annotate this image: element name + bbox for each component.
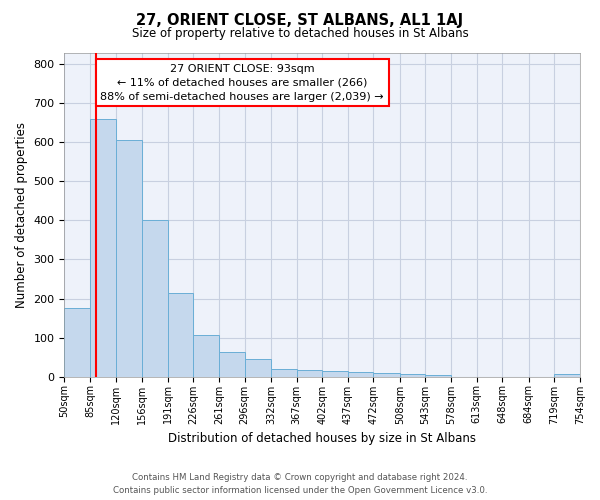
Bar <box>296 370 322 376</box>
Bar <box>90 119 116 376</box>
Y-axis label: Number of detached properties: Number of detached properties <box>15 122 28 308</box>
Bar <box>64 308 90 376</box>
Bar <box>193 335 219 376</box>
Text: Size of property relative to detached houses in St Albans: Size of property relative to detached ho… <box>131 28 469 40</box>
Bar <box>400 374 425 376</box>
Bar <box>116 140 142 376</box>
Bar <box>142 220 167 376</box>
Bar <box>425 374 451 376</box>
Bar <box>271 369 296 376</box>
Bar <box>219 352 245 376</box>
Bar <box>373 373 400 376</box>
X-axis label: Distribution of detached houses by size in St Albans: Distribution of detached houses by size … <box>168 432 476 445</box>
Bar <box>322 371 348 376</box>
Bar <box>245 359 271 376</box>
Text: 27, ORIENT CLOSE, ST ALBANS, AL1 1AJ: 27, ORIENT CLOSE, ST ALBANS, AL1 1AJ <box>136 12 464 28</box>
Text: Contains HM Land Registry data © Crown copyright and database right 2024.
Contai: Contains HM Land Registry data © Crown c… <box>113 474 487 495</box>
Bar <box>348 372 373 376</box>
Bar <box>554 374 580 376</box>
Text: 27 ORIENT CLOSE: 93sqm
← 11% of detached houses are smaller (266)
88% of semi-de: 27 ORIENT CLOSE: 93sqm ← 11% of detached… <box>100 64 384 102</box>
Bar <box>167 292 193 376</box>
